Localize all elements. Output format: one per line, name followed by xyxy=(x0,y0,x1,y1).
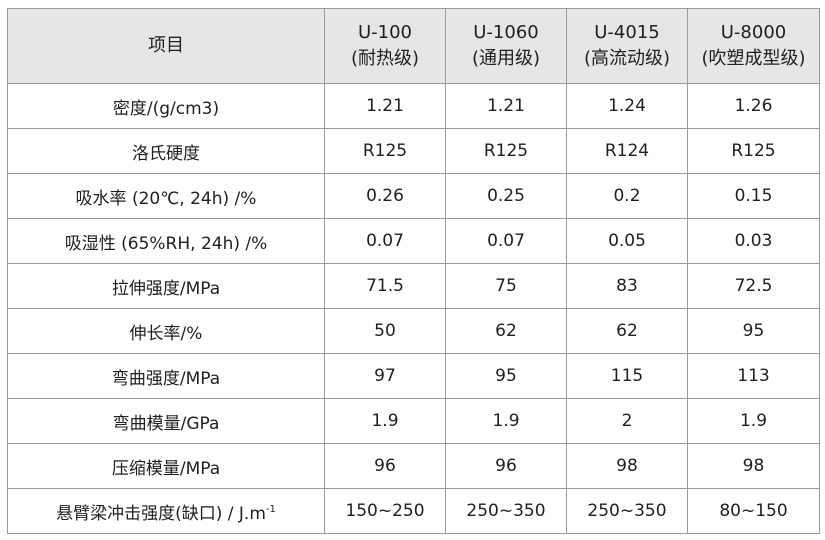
table-cell: 0.07 xyxy=(324,218,446,264)
table-cell: 1.9 xyxy=(445,398,567,444)
table-row: 悬臂梁冲击强度(缺口) / J.m-1 150~250 250~350 250~… xyxy=(7,488,820,534)
table-cell: 150~250 xyxy=(324,488,446,534)
row-label: 密度/(g/cm3) xyxy=(7,83,325,129)
table-cell: 75 xyxy=(445,263,567,309)
table-cell: 1.21 xyxy=(445,83,567,129)
table-cell: 115 xyxy=(566,353,688,399)
table-cell: 0.26 xyxy=(324,173,446,219)
table-cell: 95 xyxy=(687,308,820,354)
row-label: 拉伸强度/MPa xyxy=(7,263,325,309)
table-cell: 0.25 xyxy=(445,173,567,219)
row-label-text: 悬臂梁冲击强度(缺口) / J.m xyxy=(56,503,266,524)
model-code: U-100 xyxy=(357,22,413,43)
table-cell: 0.15 xyxy=(687,173,820,219)
model-grade: (通用级) xyxy=(471,48,541,69)
table-cell: 113 xyxy=(687,353,820,399)
properties-table: 项目 U-100 (耐热级) U-1060 (通用级) U-4015 (高流动级… xyxy=(7,8,820,534)
unit-exponent: -1 xyxy=(265,503,276,515)
table-cell: 98 xyxy=(687,443,820,489)
table-cell: 80~150 xyxy=(687,488,820,534)
table-row: 弯曲模量/GPa 1.9 1.9 2 1.9 xyxy=(7,398,820,444)
table-cell: 0.07 xyxy=(445,218,567,264)
row-label: 洛氏硬度 xyxy=(7,128,325,174)
row-label: 弯曲模量/GPa xyxy=(7,398,325,444)
table-cell: 0.03 xyxy=(687,218,820,264)
table-cell: 62 xyxy=(566,308,688,354)
model-code: U-8000 xyxy=(720,22,787,43)
table-cell: 1.26 xyxy=(687,83,820,129)
row-label: 伸长率/% xyxy=(7,308,325,354)
table-row: 密度/(g/cm3) 1.21 1.21 1.24 1.26 xyxy=(7,83,820,129)
table-cell: 98 xyxy=(566,443,688,489)
table-row: 压缩模量/MPa 96 96 98 98 xyxy=(7,443,820,489)
table-row: 拉伸强度/MPa 71.5 75 83 72.5 xyxy=(7,263,820,309)
table-cell: 1.21 xyxy=(324,83,446,129)
row-label: 悬臂梁冲击强度(缺口) / J.m-1 xyxy=(7,488,325,534)
table-cell: 83 xyxy=(566,263,688,309)
header-item: 项目 xyxy=(7,8,325,84)
row-label: 弯曲强度/MPa xyxy=(7,353,325,399)
model-grade: (高流动级) xyxy=(583,48,671,69)
table-cell: 250~350 xyxy=(566,488,688,534)
table-cell: R125 xyxy=(687,128,820,174)
header-model-u1060: U-1060 (通用级) xyxy=(445,8,567,84)
table-cell: 97 xyxy=(324,353,446,399)
header-model-u4015: U-4015 (高流动级) xyxy=(566,8,688,84)
model-grade: (耐热级) xyxy=(350,48,420,69)
table-cell: 62 xyxy=(445,308,567,354)
table-cell: 1.9 xyxy=(324,398,446,444)
table-cell: 2 xyxy=(566,398,688,444)
table-cell: 95 xyxy=(445,353,567,399)
table-row: 吸湿性 (65%RH, 24h) /% 0.07 0.07 0.05 0.03 xyxy=(7,218,820,264)
table-header: 项目 U-100 (耐热级) U-1060 (通用级) U-4015 (高流动级… xyxy=(7,8,820,84)
table-cell: 71.5 xyxy=(324,263,446,309)
table-cell: 250~350 xyxy=(445,488,567,534)
table-cell: 0.2 xyxy=(566,173,688,219)
model-grade: (吹塑成型级) xyxy=(701,48,806,69)
table-cell: 0.05 xyxy=(566,218,688,264)
header-model-u100: U-100 (耐热级) xyxy=(324,8,446,84)
table-cell: 1.24 xyxy=(566,83,688,129)
table-row: 洛氏硬度 R125 R125 R124 R125 xyxy=(7,128,820,174)
table-cell: 96 xyxy=(445,443,567,489)
table-row: 伸长率/% 50 62 62 95 xyxy=(7,308,820,354)
model-code: U-1060 xyxy=(473,22,539,43)
table-cell: 50 xyxy=(324,308,446,354)
table-cell: R125 xyxy=(445,128,567,174)
row-label: 压缩模量/MPa xyxy=(7,443,325,489)
table-cell: 1.9 xyxy=(687,398,820,444)
row-label: 吸水率 (20℃, 24h) /% xyxy=(7,173,325,219)
table-row: 吸水率 (20℃, 24h) /% 0.26 0.25 0.2 0.15 xyxy=(7,173,820,219)
table-row: 弯曲强度/MPa 97 95 115 113 xyxy=(7,353,820,399)
table-cell: R124 xyxy=(566,128,688,174)
row-label: 吸湿性 (65%RH, 24h) /% xyxy=(7,218,325,264)
table-cell: 96 xyxy=(324,443,446,489)
header-row: 项目 U-100 (耐热级) U-1060 (通用级) U-4015 (高流动级… xyxy=(7,8,820,84)
header-model-u8000: U-8000 (吹塑成型级) xyxy=(687,8,820,84)
model-code: U-4015 xyxy=(594,22,660,43)
table-cell: 72.5 xyxy=(687,263,820,309)
properties-table-container: 项目 U-100 (耐热级) U-1060 (通用级) U-4015 (高流动级… xyxy=(7,8,820,534)
table-cell: R125 xyxy=(324,128,446,174)
table-body: 密度/(g/cm3) 1.21 1.21 1.24 1.26 洛氏硬度 R125… xyxy=(7,83,820,534)
